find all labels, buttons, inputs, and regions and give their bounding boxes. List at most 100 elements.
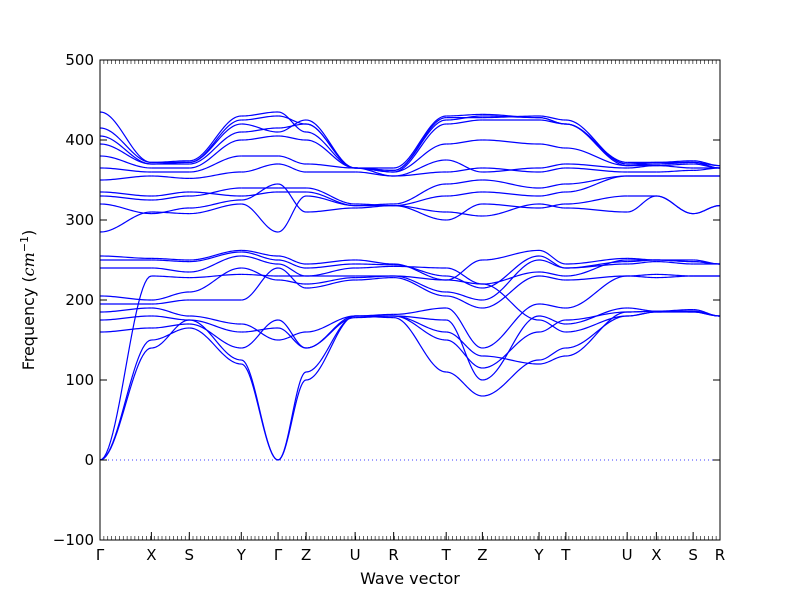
band-line [482, 355, 540, 365]
y-axis-ticks: −100 0 100 200 300 400 500 [53, 51, 720, 549]
x-tick-label: U [622, 546, 633, 564]
band-line [565, 195, 628, 205]
band-line [189, 273, 242, 279]
band-line [189, 267, 242, 293]
band-line [306, 191, 356, 207]
band-line [656, 169, 694, 173]
band-line [482, 259, 540, 301]
band-line [446, 339, 483, 369]
band-line [189, 139, 242, 169]
band-line [189, 119, 242, 163]
band-line [539, 143, 566, 149]
band-line [241, 267, 279, 281]
band-line [306, 123, 356, 169]
band-line [241, 111, 279, 117]
band-line [189, 251, 242, 263]
band-line [565, 207, 628, 213]
band-line [565, 163, 628, 169]
band-line [355, 265, 394, 269]
band-line [306, 119, 356, 169]
band-line [306, 259, 356, 265]
band-line [482, 283, 540, 321]
band-line [627, 273, 657, 277]
band-line [482, 359, 540, 397]
band-line [656, 261, 694, 265]
band-line [189, 187, 242, 197]
band-line [241, 203, 279, 233]
band-line [241, 267, 279, 301]
band-line [482, 331, 540, 369]
band-line [538, 347, 566, 361]
band-line [693, 160, 721, 167]
band-line [278, 119, 307, 133]
band-line [99, 255, 152, 259]
band-line [565, 311, 628, 357]
x-tick-label: T [560, 546, 571, 564]
band-line [393, 171, 447, 177]
band-line [482, 167, 540, 173]
band-line [241, 163, 279, 173]
band-line [99, 339, 152, 461]
band-line [99, 111, 152, 163]
x-tick-label: X [146, 546, 156, 564]
band-line [241, 273, 279, 277]
band-line [446, 119, 483, 125]
band-line [482, 179, 540, 189]
band-line [539, 271, 566, 277]
band-line [99, 135, 152, 165]
band-line [189, 131, 242, 165]
band-line [565, 147, 628, 167]
band-line [393, 277, 447, 297]
x-tick-label: U [350, 546, 361, 564]
band-line [151, 299, 190, 305]
band-line [278, 115, 307, 125]
band-line [151, 275, 190, 279]
band-line [539, 315, 566, 325]
x-tick-label: Z [301, 546, 311, 564]
band-line [539, 167, 566, 173]
x-tick-label: Y [236, 546, 247, 564]
band-line [189, 171, 242, 179]
band-line [277, 319, 307, 349]
band-line [151, 323, 190, 329]
band-line [565, 275, 628, 281]
y-tick-label: 0 [84, 451, 94, 469]
high-symmetry-vertical-lines [99, 60, 721, 540]
band-line [482, 113, 540, 119]
x-tick-label: R [388, 546, 398, 564]
band-line [99, 211, 152, 233]
band-line [565, 275, 628, 309]
band-line [278, 259, 307, 269]
band-line [189, 255, 242, 273]
band-line [189, 155, 242, 173]
band-line [189, 199, 242, 209]
band-line [189, 115, 242, 162]
band-line [306, 277, 356, 285]
band-line [656, 273, 694, 277]
band-line [99, 155, 152, 169]
band-line [306, 163, 356, 169]
band-line [539, 275, 566, 281]
band-line [241, 251, 279, 261]
band-line [446, 113, 483, 117]
y-axis-label-suffix: ) [19, 230, 38, 236]
band-line [277, 379, 307, 461]
band-line [446, 371, 483, 397]
band-line [99, 315, 152, 321]
band-line [627, 257, 657, 261]
band-line [189, 319, 242, 361]
band-line [278, 255, 307, 265]
band-line [189, 315, 242, 325]
band-line [151, 160, 190, 163]
band-line [306, 195, 356, 207]
band-line [482, 191, 540, 197]
band-line [151, 291, 190, 301]
band-line [393, 143, 447, 173]
band-line [627, 261, 657, 265]
band-line [446, 167, 483, 173]
band-lines [99, 111, 721, 461]
band-line [446, 139, 483, 145]
band-line [189, 249, 242, 261]
band-line [446, 307, 483, 349]
